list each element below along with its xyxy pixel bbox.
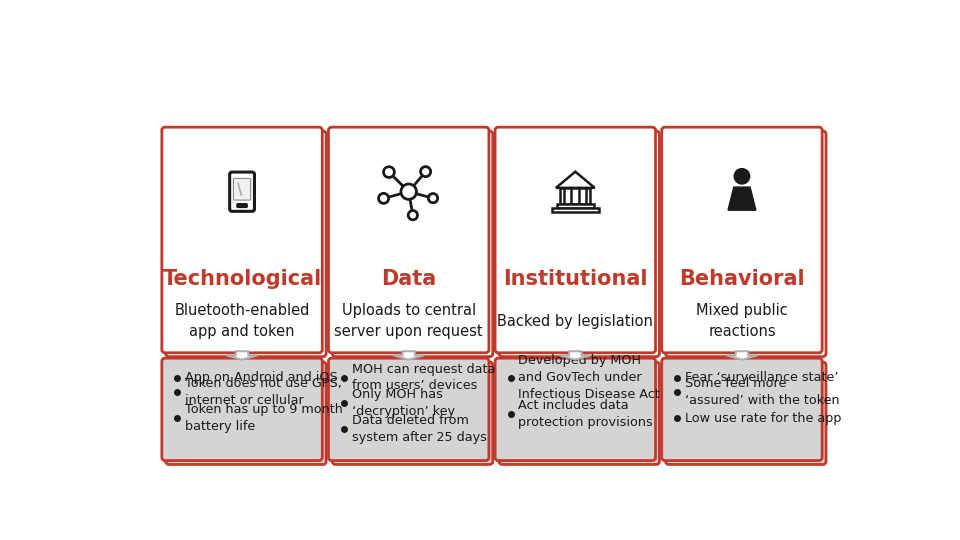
FancyBboxPatch shape: [561, 188, 590, 204]
FancyBboxPatch shape: [665, 131, 826, 356]
Text: Fear ‘surveillance state’: Fear ‘surveillance state’: [685, 371, 838, 384]
Text: Only MOH has
‘decryption’ key: Only MOH has ‘decryption’ key: [351, 388, 455, 418]
Text: Token does not use GPS,
internet or cellular: Token does not use GPS, internet or cell…: [185, 377, 342, 407]
FancyBboxPatch shape: [495, 358, 656, 461]
FancyBboxPatch shape: [328, 127, 489, 353]
FancyBboxPatch shape: [162, 358, 323, 461]
Circle shape: [384, 167, 395, 178]
FancyBboxPatch shape: [665, 362, 826, 464]
FancyBboxPatch shape: [499, 131, 660, 356]
Text: Bluetooth-enabled
app and token: Bluetooth-enabled app and token: [175, 303, 310, 339]
FancyBboxPatch shape: [332, 131, 492, 356]
Text: MOH can request data
from users’ devices: MOH can request data from users’ devices: [351, 363, 495, 393]
Text: Data deleted from
system after 25 days: Data deleted from system after 25 days: [351, 414, 487, 444]
Polygon shape: [727, 351, 757, 360]
Circle shape: [401, 184, 417, 199]
FancyBboxPatch shape: [237, 204, 247, 207]
FancyBboxPatch shape: [162, 127, 323, 353]
FancyBboxPatch shape: [552, 208, 599, 212]
FancyBboxPatch shape: [495, 127, 656, 353]
FancyBboxPatch shape: [233, 178, 251, 200]
FancyBboxPatch shape: [166, 131, 326, 356]
Circle shape: [378, 193, 389, 204]
Polygon shape: [227, 351, 257, 360]
Polygon shape: [556, 172, 594, 188]
Text: App on Android and iOS: App on Android and iOS: [185, 371, 338, 384]
Text: Uploads to central
server upon request: Uploads to central server upon request: [334, 303, 483, 339]
FancyBboxPatch shape: [328, 358, 489, 461]
Text: Technological: Technological: [162, 269, 322, 289]
FancyBboxPatch shape: [661, 127, 822, 353]
Circle shape: [734, 168, 750, 184]
Circle shape: [420, 167, 431, 177]
Polygon shape: [394, 351, 424, 360]
Text: Token has up to 9 month
battery life: Token has up to 9 month battery life: [185, 403, 343, 433]
FancyBboxPatch shape: [166, 362, 326, 464]
FancyBboxPatch shape: [661, 358, 822, 461]
Text: Low use rate for the app: Low use rate for the app: [685, 411, 842, 424]
Text: Backed by legislation: Backed by legislation: [497, 314, 653, 329]
FancyBboxPatch shape: [332, 362, 492, 464]
Circle shape: [428, 193, 438, 203]
Text: Data: Data: [381, 269, 436, 289]
Polygon shape: [560, 351, 590, 360]
Text: Developed by MOH
and GovTech under
Infectious Disease Act: Developed by MOH and GovTech under Infec…: [518, 354, 660, 401]
Text: Institutional: Institutional: [503, 269, 648, 289]
Text: Behavioral: Behavioral: [679, 269, 804, 289]
Text: Act includes data
protection provisions: Act includes data protection provisions: [518, 400, 653, 429]
Polygon shape: [728, 187, 756, 210]
FancyBboxPatch shape: [229, 172, 254, 211]
FancyBboxPatch shape: [499, 362, 660, 464]
Circle shape: [408, 211, 418, 220]
Text: Some feel more
‘assured’ with the token: Some feel more ‘assured’ with the token: [685, 377, 840, 407]
Text: Mixed public
reactions: Mixed public reactions: [696, 303, 788, 339]
FancyBboxPatch shape: [557, 204, 593, 208]
